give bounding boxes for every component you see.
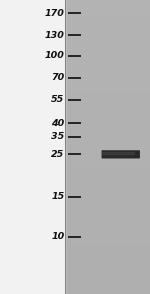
Text: 55: 55 bbox=[51, 96, 64, 104]
Text: 25: 25 bbox=[51, 150, 64, 159]
FancyBboxPatch shape bbox=[102, 150, 140, 158]
Text: 100: 100 bbox=[45, 51, 64, 60]
Text: 130: 130 bbox=[45, 31, 64, 40]
Text: 70: 70 bbox=[51, 74, 64, 82]
Bar bbox=[102, 152, 134, 154]
Text: 40: 40 bbox=[51, 119, 64, 128]
Bar bbox=[0, 0, 65, 294]
Text: 170: 170 bbox=[45, 9, 64, 18]
Text: 15: 15 bbox=[51, 193, 64, 201]
Text: 35: 35 bbox=[51, 132, 64, 141]
Text: 10: 10 bbox=[51, 232, 64, 241]
